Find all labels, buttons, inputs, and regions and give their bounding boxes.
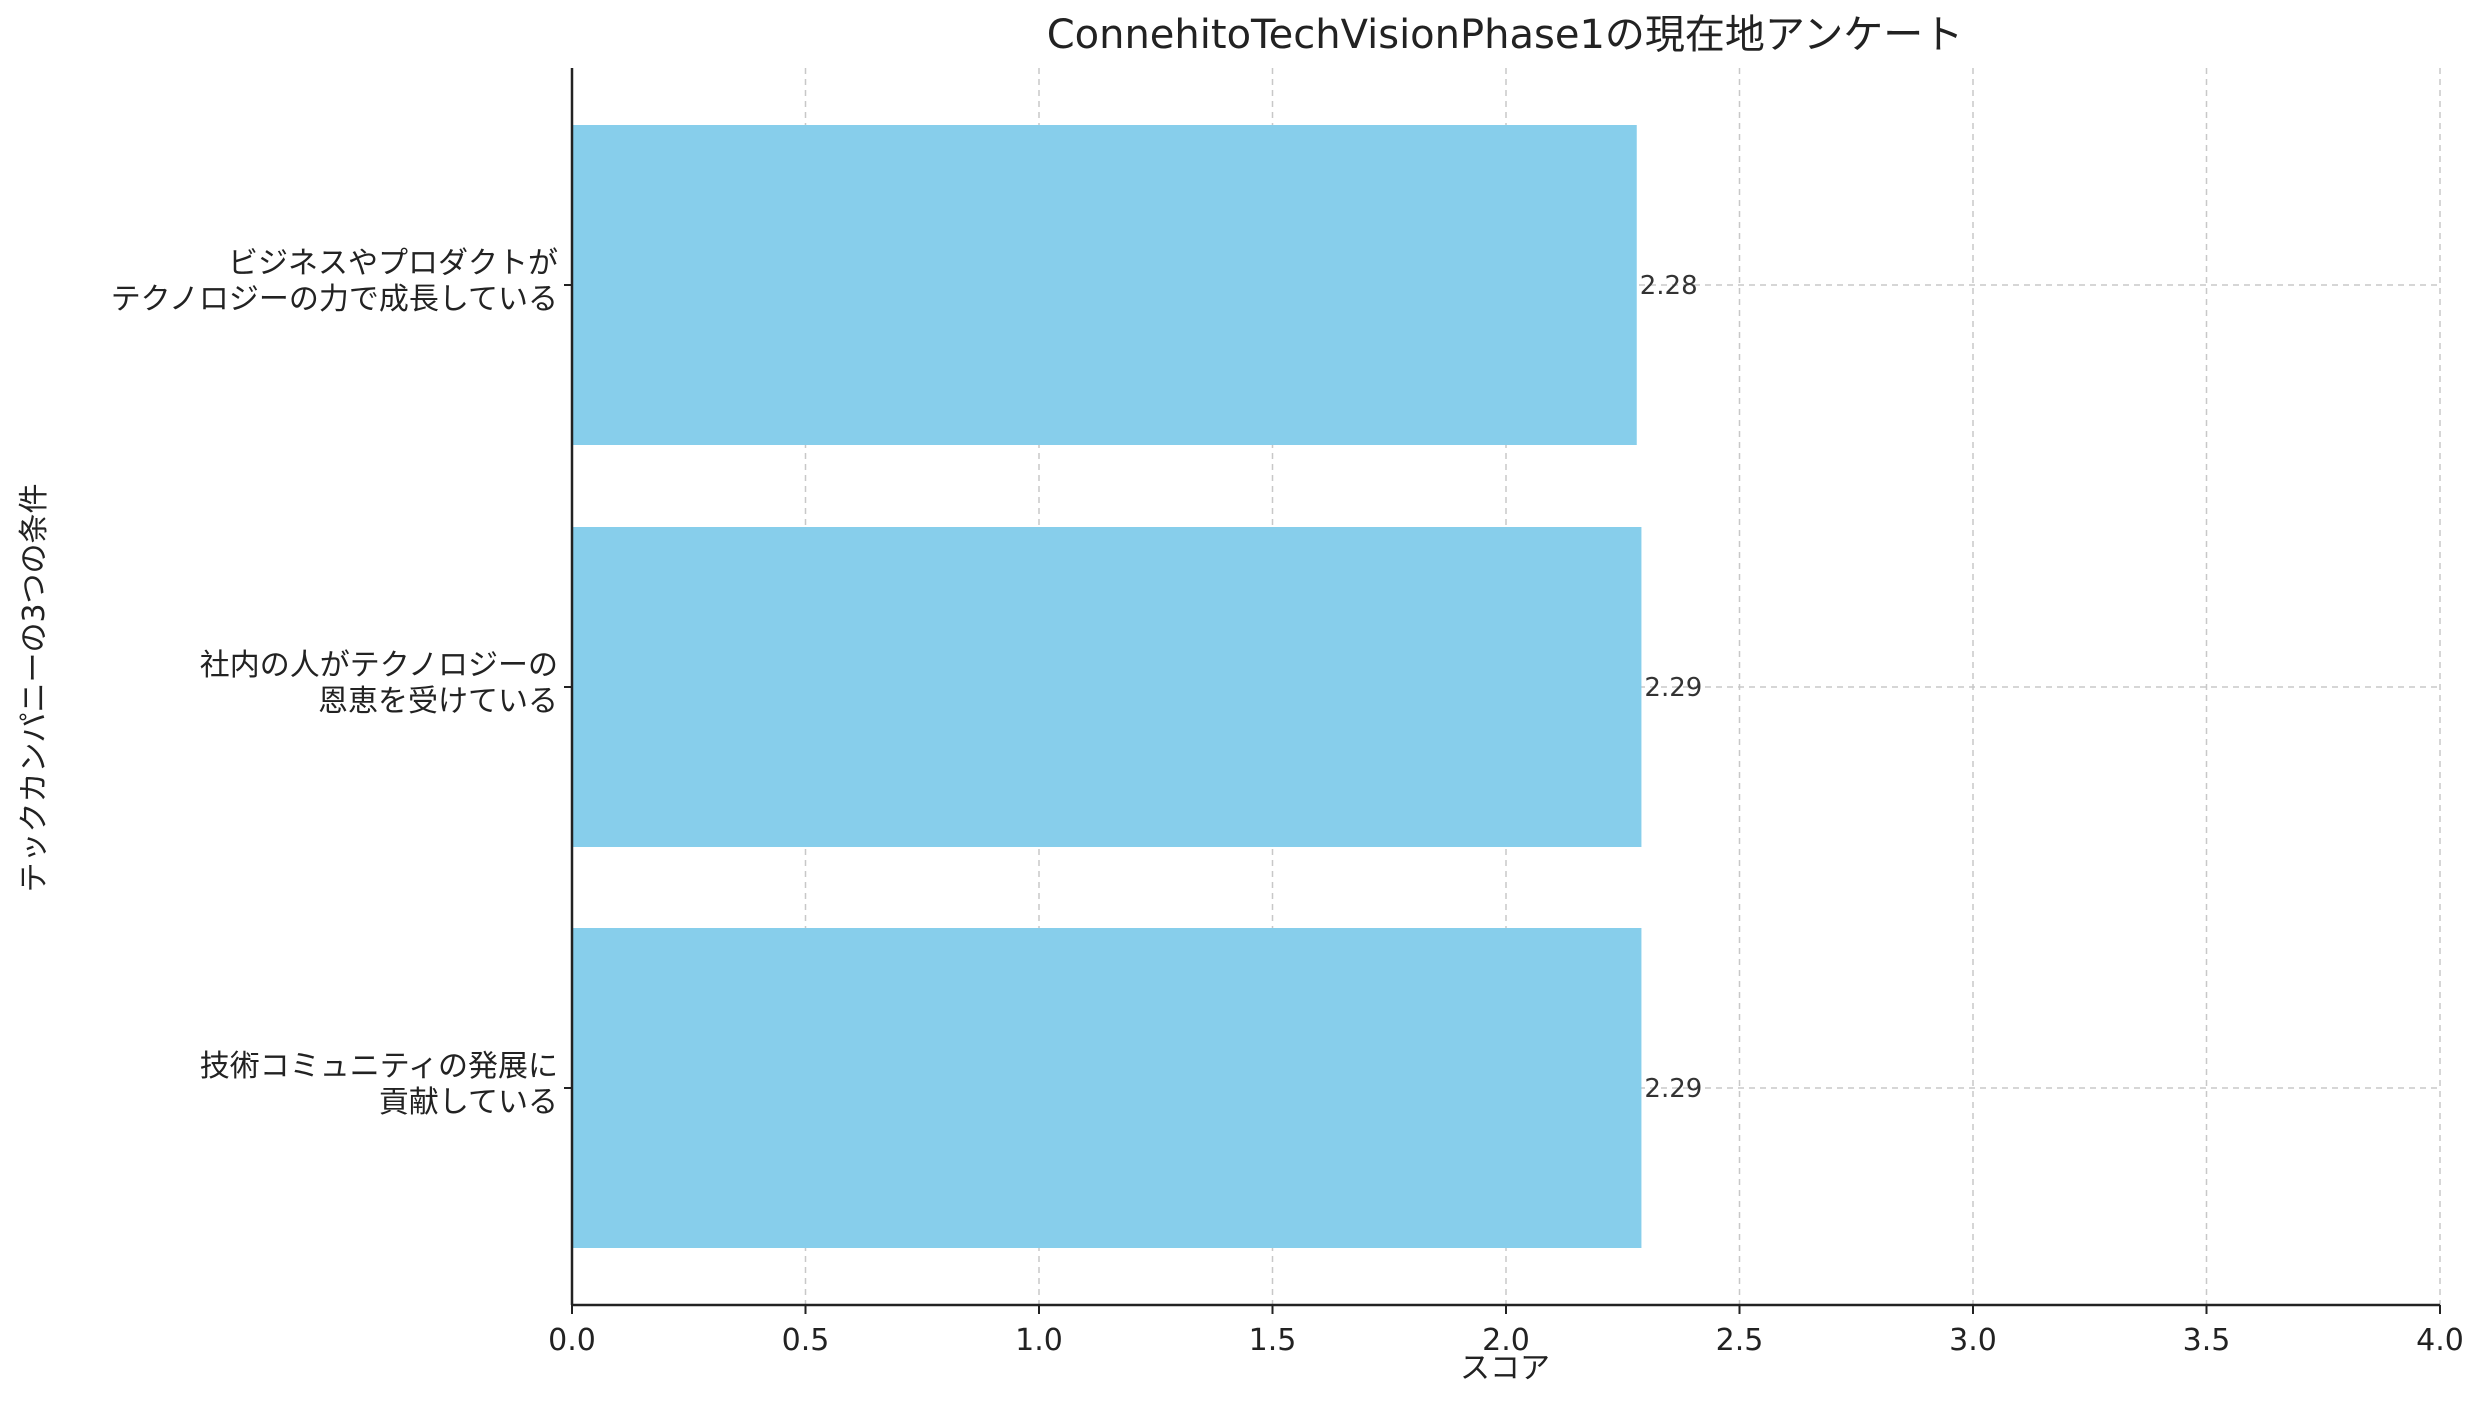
- tick-layer: [564, 284, 2441, 1314]
- x-tick-label: 0.0: [548, 1323, 596, 1358]
- x-tick-label: 4.0: [2416, 1323, 2464, 1358]
- bar-value-label: 2.29: [1644, 1074, 1702, 1104]
- bar: [572, 125, 1637, 445]
- category-label: ビジネスやプロダクトが: [228, 246, 558, 281]
- x-tick-label: 3.0: [1949, 1323, 1997, 1358]
- x-tick-label: 1.5: [1249, 1323, 1297, 1358]
- y-axis-label: テックカンパニーの3つの条件: [17, 483, 52, 892]
- x-tick-label: 1.0: [1015, 1323, 1063, 1358]
- category-label: 貢献している: [379, 1085, 558, 1120]
- category-label: 技術コミュニティの発展に: [200, 1049, 558, 1084]
- category-label: 恩恵を受けている: [318, 684, 558, 719]
- x-tick-label: 2.0: [1482, 1323, 1530, 1358]
- bar-value-label: 2.28: [1640, 271, 1698, 301]
- chart-title: ConnehitoTechVisionPhase1の現在地アンケート: [1047, 12, 1964, 58]
- bar-value-label: 2.29: [1644, 673, 1702, 703]
- label-layer: 0.0 0.5 1.0 1.5 2.0 2.5 3.0 3.5 4.0 2.28 ビジネスやプロダク…: [111, 246, 2464, 1358]
- bar: [572, 928, 1642, 1248]
- category-label: テクノロジーの力で成長している: [111, 282, 558, 317]
- x-tick-label: 0.5: [782, 1323, 830, 1358]
- x-axis-label: スコア: [1460, 1351, 1550, 1386]
- bar-layer: [572, 125, 1642, 1248]
- x-tick-label: 2.5: [1716, 1323, 1764, 1358]
- bar: [572, 527, 1642, 847]
- x-tick-label: 3.5: [2183, 1323, 2231, 1358]
- category-label: 社内の人がテクノロジーの: [200, 648, 558, 683]
